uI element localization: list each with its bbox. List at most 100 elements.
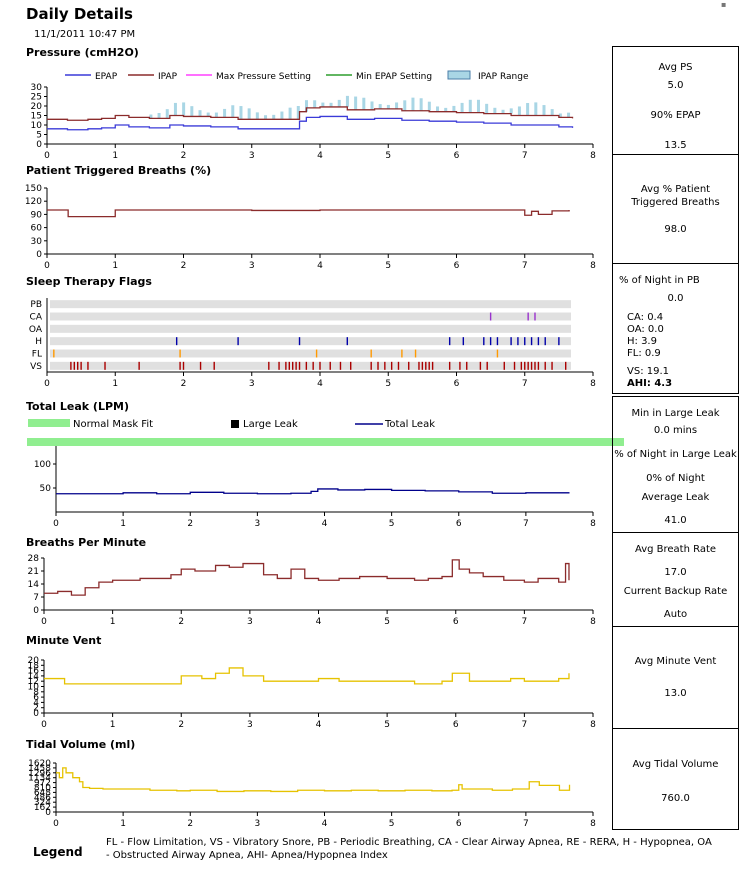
ipap-range-bar — [190, 106, 194, 117]
ipap-range-bar — [386, 104, 390, 109]
pressure-x-tick-label: 8 — [590, 151, 596, 161]
avg-breath-rate-label: Avg Breath Rate — [634, 544, 717, 555]
tv-x-tick-label: 5 — [389, 819, 395, 829]
flags-x-tick-label: 0 — [44, 379, 50, 389]
ptb-y-tick-label: 30 — [31, 237, 43, 247]
avg-leak-value: 41.0 — [664, 515, 687, 526]
bpm-y-tick-label: 14 — [28, 580, 40, 590]
leak-x-tick-label: 8 — [590, 519, 596, 529]
pressure-y-tick-label: 10 — [31, 121, 43, 131]
flag-row-band — [50, 349, 571, 358]
ptb-stats-panel: Avg % Patient Triggered Breaths 98.0 — [612, 154, 739, 264]
ptb-x-tick-label: 1 — [112, 261, 118, 271]
ipap-range-bar — [526, 103, 530, 116]
leak-x-tick-label: 5 — [389, 519, 395, 529]
ptb-y-tick-label: 150 — [25, 184, 42, 194]
ipap-range-bar — [517, 106, 521, 116]
leak-x-tick-label: 1 — [120, 519, 126, 529]
bpm-x-tick-label: 1 — [110, 617, 116, 627]
mv-y-tick-label: 2 — [33, 704, 39, 714]
tv-series — [56, 767, 571, 793]
pressure-legend-label: EPAP — [95, 72, 118, 82]
ipap-range-bar — [395, 102, 399, 109]
pressure-series-epap — [47, 115, 574, 131]
tv-y-tick-label: 810 — [34, 784, 51, 794]
avg-ps-label: Avg PS — [658, 62, 693, 73]
ipap-range-bar — [550, 109, 554, 116]
pressure-x-tick-label: 7 — [522, 151, 528, 161]
pb-label: % of Night in PB — [619, 275, 700, 286]
tv-y-tick-label: 1296 — [28, 769, 51, 779]
report-datetime: 11/1/2011 10:47 PM — [34, 29, 136, 40]
ipap-range-bar — [321, 102, 325, 107]
mv-x-tick-label: 5 — [384, 720, 390, 730]
bpm-y-tick-label: 28 — [28, 554, 40, 564]
ipap-range-bar — [411, 97, 415, 111]
pressure-y-tick-label: 30 — [31, 83, 43, 93]
ipap-range-bar — [419, 98, 423, 111]
pressure-y-tick-label: 0 — [36, 140, 42, 150]
pressure-x-tick-label: 6 — [454, 151, 460, 161]
mv-series — [44, 667, 570, 685]
flags-stats-panel: % of Night in PB 0.0 CA: 0.4 OA: 0.0 H: … — [612, 263, 739, 394]
flags-x-tick-label: 4 — [317, 379, 323, 389]
ipap-range-bar — [460, 102, 464, 113]
tv-x-tick-label: 8 — [590, 819, 596, 829]
leak-x-tick-label: 2 — [187, 519, 193, 529]
ptb-x-tick-label: 6 — [454, 261, 460, 271]
pressure-y-tick-label: 15 — [31, 112, 42, 122]
bpm-x-tick-label: 8 — [590, 617, 596, 627]
ipap-range-bar — [272, 114, 276, 120]
pressure-y-tick-label: 20 — [31, 102, 43, 112]
flag-row-band — [50, 361, 571, 370]
mv-x-tick-label: 3 — [247, 720, 253, 730]
mv-x-tick-label: 1 — [110, 720, 116, 730]
mv-y-tick-label: 6 — [33, 693, 39, 703]
ipap-range-bar — [296, 106, 300, 120]
ipap-range-bar — [468, 99, 472, 113]
flag-row-label: OA — [29, 325, 43, 335]
ptb-label-2: Triggered Breaths — [631, 197, 720, 208]
pressure-legend-label: IPAP — [158, 72, 178, 82]
flag-row-band — [50, 300, 571, 309]
ipap-range-bar — [558, 113, 562, 118]
pressure-legend-label: IPAP Range — [478, 72, 529, 82]
tv-y-tick-label: 648 — [34, 788, 51, 798]
normal-mask-fit-band — [27, 438, 624, 446]
page-title: Daily Details — [26, 5, 133, 23]
ptb-y-tick-label: 90 — [31, 210, 43, 220]
window-close-icon[interactable]: ▪ — [721, 0, 727, 9]
legend-text: FL - Flow Limitation, VS - Vibratory Sno… — [106, 837, 712, 861]
bpm-title: Breaths Per Minute — [26, 536, 147, 549]
ipap-range-bar — [378, 104, 382, 109]
pressure-y-tick-label: 25 — [31, 93, 42, 103]
ahi-value: 4.3 — [654, 378, 673, 389]
ipap-range-bar — [567, 112, 571, 118]
pressure-x-tick-label: 0 — [44, 151, 50, 161]
tv-stats-panel: Avg Tidal Volume 760.0 — [612, 728, 739, 830]
pressure-legend-label: Max Pressure Setting — [216, 72, 311, 82]
tv-y-tick-label: 486 — [34, 793, 51, 803]
mv-y-tick-label: 4 — [33, 698, 39, 708]
leak-x-tick-label: 6 — [456, 519, 462, 529]
flags-x-tick-label: 6 — [454, 379, 460, 389]
ipap-range-bar — [337, 99, 341, 107]
mv-stats-panel: Avg Minute Vent 13.0 — [612, 626, 739, 729]
pressure-x-tick-label: 2 — [181, 151, 187, 161]
oa-index: OA: 0.0 — [627, 324, 664, 335]
ipap-range-bar — [149, 114, 153, 119]
flag-row-label: H — [35, 337, 42, 347]
mv-y-tick-label: 8 — [33, 688, 39, 698]
ipap-range-bar — [223, 108, 227, 118]
ipap-range-bar — [509, 108, 513, 114]
leak-title: Total Leak (LPM) — [26, 400, 129, 413]
ipap-range-bar — [354, 96, 358, 110]
mv-y-tick-label: 12 — [28, 677, 39, 687]
ptb-x-tick-label: 0 — [44, 261, 50, 271]
large-leak-pct-value: 0% of Night — [646, 473, 705, 484]
h-index: H: 3.9 — [627, 336, 657, 347]
legend-swatch-ipap-range — [447, 70, 471, 80]
ipap-range-bar — [493, 107, 497, 114]
ipap-range-bar — [476, 99, 480, 113]
ipap-range-bar — [501, 109, 505, 114]
